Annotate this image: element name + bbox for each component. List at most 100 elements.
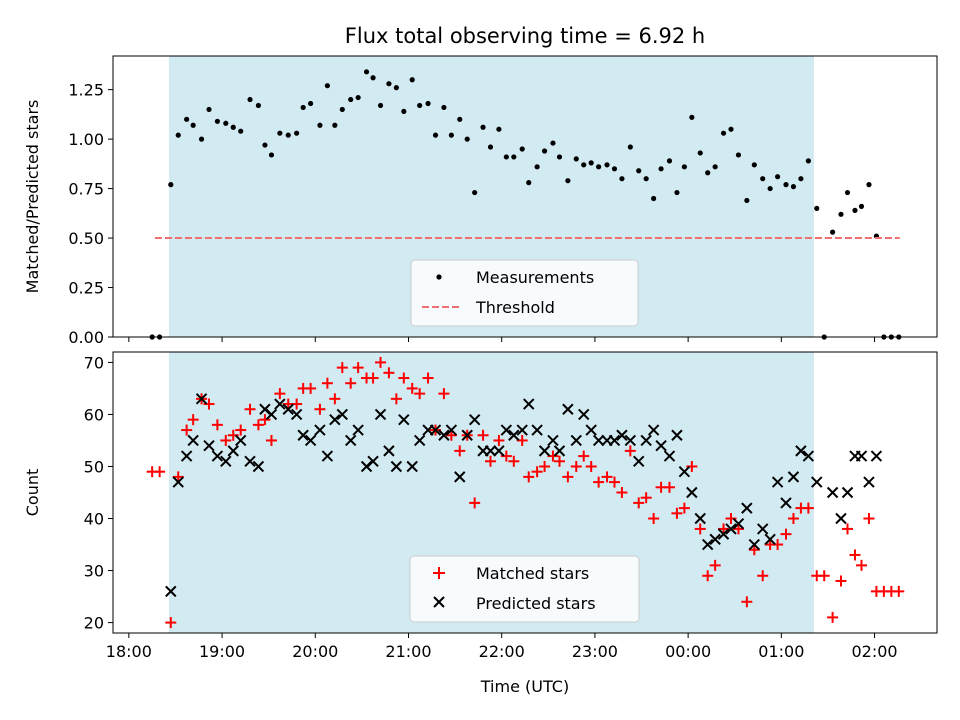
measurement-point <box>541 148 548 154</box>
predicted-stars-point-b <box>826 486 839 499</box>
predicted-stars-point <box>493 445 505 457</box>
matched-stars-point <box>336 362 348 374</box>
predicted-stars-point <box>795 445 807 457</box>
predicted-stars-point <box>500 424 513 436</box>
predicted-stars-point <box>344 434 357 447</box>
predicted-stars-point <box>265 408 278 421</box>
measurement-point <box>255 102 262 109</box>
predicted-stars-point-b <box>756 523 769 535</box>
y-tick-label: 0.25 <box>68 279 104 298</box>
predicted-stars-point <box>227 445 239 457</box>
measurement-point <box>448 132 454 138</box>
predicted-stars-point <box>468 413 481 426</box>
matched-stars-point <box>406 382 418 394</box>
predicted-stars-point <box>811 476 823 488</box>
predicted-stars-point <box>835 512 847 525</box>
predicted-stars-point-b <box>787 471 800 483</box>
predicted-stars-point-b <box>406 460 418 473</box>
predicted-stars-point <box>640 434 652 447</box>
counts-data-layer <box>146 356 905 629</box>
predicted-stars-point-b <box>531 424 543 436</box>
predicted-stars-point-b <box>771 476 784 488</box>
counts-y-axis-label: Count <box>23 469 42 517</box>
counts-panel: 20 30 40 50 60 70 18:00 19:00 20:00 21:00 22:00 23… <box>23 351 938 696</box>
predicted-stars-point <box>454 471 466 483</box>
measurement-point <box>332 122 338 128</box>
predicted-stars-point <box>429 424 442 436</box>
predicted-stars-point <box>633 455 645 467</box>
x-tick-label: 22:00 <box>479 642 525 661</box>
y-tick-label: 0.75 <box>68 180 104 199</box>
matched-stars-point <box>181 424 193 436</box>
matched-stars-point <box>780 528 792 540</box>
predicted-stars-point <box>274 398 286 410</box>
matched-stars-point <box>757 570 769 582</box>
measurement-point <box>230 124 236 130</box>
predicted-stars-point <box>165 585 177 598</box>
x-tick-label: 00:00 <box>665 642 711 661</box>
predicted-stars-point <box>282 403 294 415</box>
measurement-point <box>190 122 196 128</box>
predicted-stars-point-b <box>741 502 753 514</box>
measurement-point <box>814 205 820 211</box>
predicted-stars-point-b <box>454 471 466 483</box>
predicted-stars-point-b <box>211 450 224 462</box>
measurement-point <box>858 203 865 209</box>
matched-stars-point <box>187 414 199 426</box>
matched-stars-point <box>352 362 364 374</box>
predicted-stars-point-b <box>671 429 683 441</box>
predicted-stars-point <box>398 413 410 426</box>
matched-stars-point <box>493 434 505 446</box>
measurement-point <box>308 100 314 107</box>
measurement-point <box>852 207 858 213</box>
predicted-stars-point-b <box>686 486 698 499</box>
predicted-stars-point <box>523 398 535 410</box>
predicted-stars-point <box>732 518 745 530</box>
predicted-stars-point <box>655 439 667 452</box>
measurement-point <box>526 180 532 186</box>
predicted-stars-point <box>841 486 854 499</box>
predicted-stars-point <box>180 450 193 462</box>
matched-stars-point <box>367 372 379 384</box>
matched-stars-point <box>305 382 317 394</box>
predicted-stars-point <box>220 455 232 467</box>
ratio-plot-frame <box>112 55 938 338</box>
matched-stars-point <box>345 377 357 389</box>
predicted-stars-point <box>686 486 698 499</box>
measurement-point <box>604 162 610 168</box>
measurement-point <box>386 81 392 87</box>
matched-stars-point <box>678 502 690 514</box>
predicted-stars-point-b <box>390 460 403 473</box>
predicted-stars-point <box>570 434 582 447</box>
predicted-stars-point-b <box>493 445 505 457</box>
predicted-stars-point <box>764 533 776 546</box>
matched-stars-point <box>165 617 177 629</box>
measurement-point <box>830 229 836 235</box>
predicted-stars-point-b <box>640 434 652 447</box>
x-tick-label: 20:00 <box>292 642 338 661</box>
predicted-stars-point-b <box>234 434 247 447</box>
matched-stars-point <box>321 377 333 389</box>
matched-stars-point <box>585 460 597 472</box>
matched-stars-point <box>220 434 232 446</box>
predicted-stars-point <box>367 455 379 467</box>
matched-stars-point <box>252 419 264 431</box>
matched-stars-point <box>469 497 481 509</box>
predicted-stars-point-b <box>663 450 676 462</box>
measurement-point <box>363 69 370 75</box>
ratio-y-axis: 0.00 0.25 0.50 0.75 1.00 1.25 <box>68 81 113 347</box>
predicted-stars-point-b <box>321 450 334 462</box>
predicted-stars-point-b <box>802 450 815 462</box>
matched-stars-point <box>893 585 905 597</box>
measurement-point <box>472 189 478 196</box>
y-tick-label: 0.00 <box>68 328 104 347</box>
measurement-point <box>487 144 494 150</box>
y-tick-label: 40 <box>84 510 104 529</box>
matched-stars-point <box>827 611 839 623</box>
x-tick-label: 21:00 <box>385 642 431 661</box>
measurement-point <box>712 164 718 170</box>
predicted-stars-point <box>671 429 683 441</box>
measurement-point <box>844 189 851 196</box>
predicted-stars-point <box>445 424 458 436</box>
